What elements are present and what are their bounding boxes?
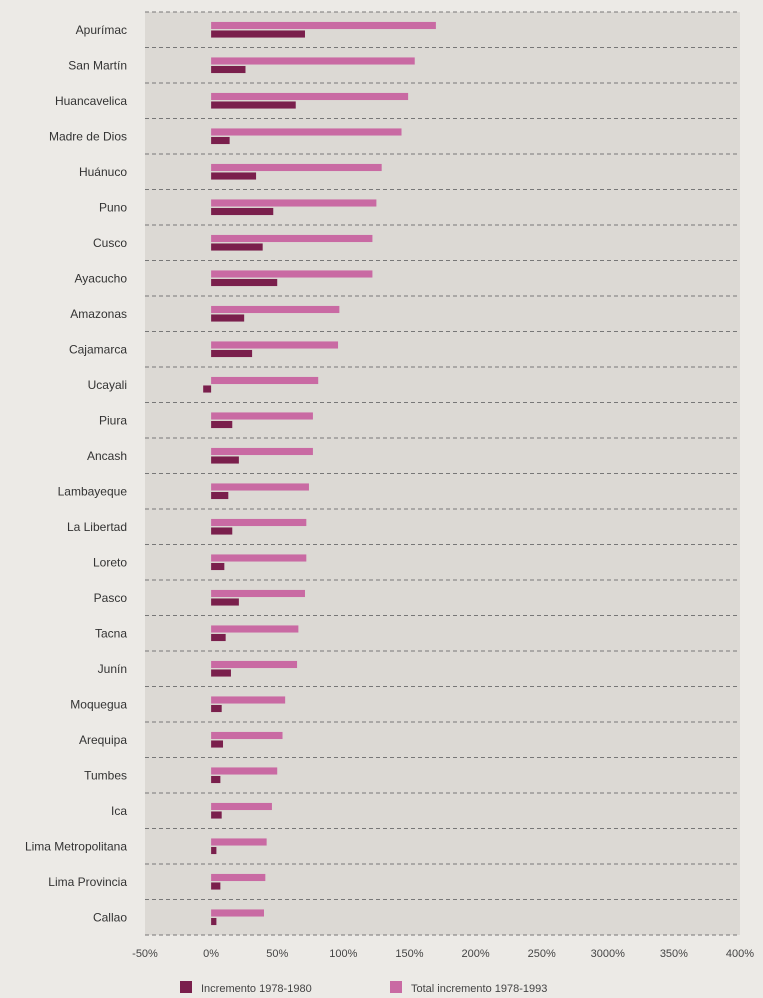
bar-increment-1978-1980 [211, 172, 257, 180]
bar-total-increment [211, 802, 272, 811]
bar-increment-1978-1980 [211, 846, 217, 855]
bar-total-increment [211, 199, 377, 207]
bar-total-increment [211, 128, 402, 136]
bars [203, 21, 436, 926]
x-tick-label: 100% [329, 948, 357, 960]
x-tick-label: 400% [726, 948, 754, 960]
category-label: Lima Provincia [48, 875, 127, 889]
bar-total-increment [211, 305, 340, 314]
bar-increment-1978-1980 [203, 385, 212, 393]
bar-total-increment [211, 767, 278, 775]
category-label: Piura [99, 413, 127, 427]
bar-increment-1978-1980 [211, 456, 239, 464]
bar-total-increment [211, 163, 382, 172]
bar-total-increment [211, 270, 373, 278]
category-label: Lambayeque [58, 484, 128, 498]
category-label: Amazonas [70, 307, 127, 321]
bar-increment-1978-1980 [211, 669, 231, 677]
x-tick-label: 200% [461, 948, 489, 960]
x-tick-label: 250% [528, 948, 556, 960]
bar-total-increment [211, 660, 298, 669]
bar-increment-1978-1980 [211, 562, 225, 571]
bar-increment-1978-1980 [211, 882, 221, 890]
bar-total-increment [211, 838, 267, 846]
bar-total-increment [211, 234, 373, 243]
x-tick-label: -50% [132, 948, 158, 960]
category-label: San Martín [68, 58, 127, 72]
category-label: Ayacucho [75, 271, 128, 285]
category-label: Callao [93, 910, 127, 924]
category-label: Ucayali [88, 378, 127, 392]
bar-increment-1978-1980 [211, 704, 222, 713]
x-tick-label: 50% [266, 948, 288, 960]
bar-total-increment [211, 376, 319, 385]
category-label: Ancash [87, 449, 127, 463]
category-label: Moquegua [70, 697, 127, 711]
category-label: La Libertad [67, 520, 127, 534]
bar-total-increment [211, 483, 309, 491]
bar-increment-1978-1980 [211, 527, 233, 535]
bar-increment-1978-1980 [211, 65, 246, 74]
category-label: Lima Metropolitana [25, 839, 127, 853]
x-tick-label: 150% [395, 948, 423, 960]
bar-total-increment [211, 92, 409, 101]
bar-increment-1978-1980 [211, 420, 233, 429]
legend: Incremento 1978-1980 Total incremento 197… [180, 981, 547, 995]
bar-total-increment [211, 57, 415, 65]
category-label: Apurímac [76, 23, 127, 37]
category-label: Huancavelica [55, 94, 127, 108]
bar-total-increment [211, 589, 305, 598]
bar-increment-1978-1980 [211, 278, 278, 287]
category-label: Arequipa [79, 733, 127, 747]
bar-increment-1978-1980 [211, 349, 253, 358]
bar-increment-1978-1980 [211, 136, 230, 145]
bar-total-increment [211, 518, 307, 527]
x-axis-ticks: -50% 0% 50% 100% 150% 200% 250% 3000% 350% 400% [132, 948, 754, 960]
x-tick-label: 350% [660, 948, 688, 960]
bar-increment-1978-1980 [211, 811, 222, 819]
category-label: Tacna [95, 626, 127, 640]
category-label: Ica [111, 804, 127, 818]
bar-total-increment [211, 447, 313, 456]
bar-total-increment [211, 909, 264, 917]
bar-increment-1978-1980 [211, 30, 305, 38]
legend-label: Total incremento 1978-1993 [411, 983, 547, 995]
bar-increment-1978-1980 [211, 491, 229, 500]
bar-increment-1978-1980 [211, 740, 224, 748]
category-label: Puno [99, 200, 127, 214]
legend-swatch [390, 981, 402, 993]
x-tick-label: 0% [203, 948, 219, 960]
category-label: Cajamarca [69, 342, 127, 356]
category-label: Tumbes [84, 768, 127, 782]
bar-increment-1978-1980 [211, 917, 217, 926]
category-label: Huánuco [79, 165, 127, 179]
bar-increment-1978-1980 [211, 314, 245, 322]
category-label: Cusco [93, 236, 127, 250]
category-label: Madre de Dios [49, 129, 127, 143]
legend-label: Incremento 1978-1980 [201, 983, 312, 995]
bar-increment-1978-1980 [211, 598, 239, 606]
bar-total-increment [211, 341, 339, 349]
bar-increment-1978-1980 [211, 207, 274, 216]
bar-total-increment [211, 696, 286, 704]
category-label: Junín [98, 662, 127, 676]
gridlines [145, 11, 740, 936]
bar-increment-1978-1980 [211, 101, 296, 109]
bar-total-increment [211, 554, 307, 562]
bar-increment-1978-1980 [211, 775, 221, 784]
bar-total-increment [211, 731, 283, 740]
bar-increment-1978-1980 [211, 243, 263, 251]
bar-total-increment [211, 625, 299, 633]
bar-total-increment [211, 21, 436, 30]
legend-swatch [180, 981, 192, 993]
category-label: Loreto [93, 555, 127, 569]
x-tick-label: 3000% [591, 948, 625, 960]
category-labels: Apurímac San Martín Huancavelica Madre de D… [25, 23, 127, 925]
bar-increment-1978-1980 [211, 633, 226, 642]
bar-total-increment [211, 873, 266, 882]
bar-total-increment [211, 412, 313, 420]
category-label: Pasco [94, 591, 128, 605]
